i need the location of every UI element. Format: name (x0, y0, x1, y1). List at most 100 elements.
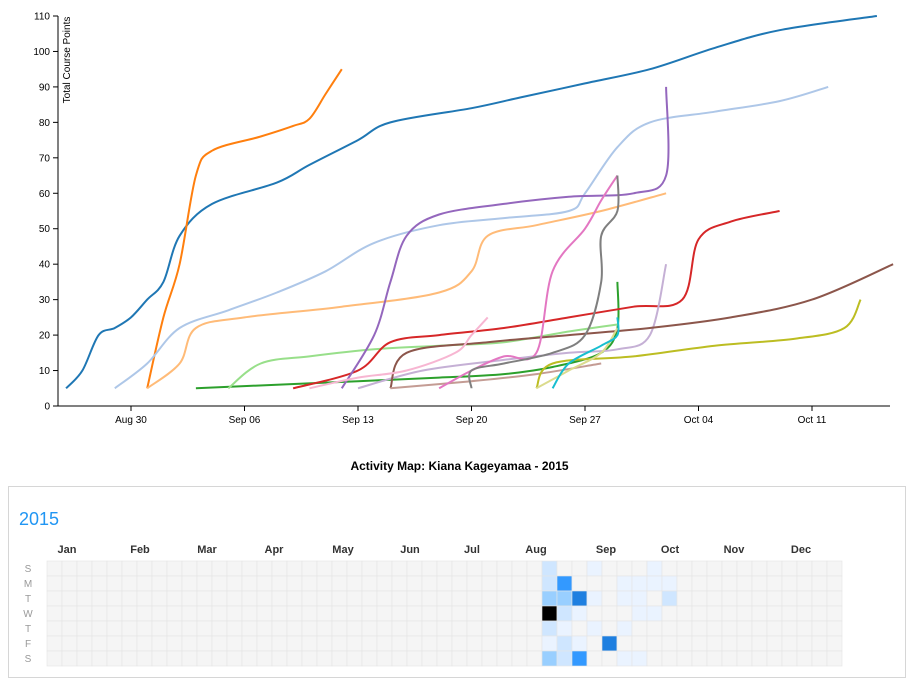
day-cell[interactable] (601, 620, 618, 637)
day-cell[interactable] (466, 620, 483, 637)
day-cell[interactable] (301, 650, 318, 667)
day-cell[interactable] (466, 650, 483, 667)
day-cell[interactable] (661, 590, 678, 607)
day-cell[interactable] (391, 605, 408, 622)
day-cell[interactable] (556, 650, 573, 667)
day-cell[interactable] (796, 650, 813, 667)
day-cell[interactable] (121, 560, 138, 577)
day-cell[interactable] (616, 605, 633, 622)
day-cell[interactable] (106, 560, 123, 577)
day-cell[interactable] (601, 560, 618, 577)
day-cell[interactable] (571, 560, 588, 577)
day-cell[interactable] (511, 620, 528, 637)
day-cell[interactable] (571, 590, 588, 607)
day-cell[interactable] (586, 650, 603, 667)
day-cell[interactable] (496, 605, 513, 622)
day-cell[interactable] (106, 575, 123, 592)
day-cell[interactable] (826, 620, 843, 637)
day-cell[interactable] (361, 575, 378, 592)
day-cell[interactable] (301, 560, 318, 577)
day-cell[interactable] (46, 590, 63, 607)
day-cell[interactable] (421, 575, 438, 592)
day-cell[interactable] (511, 575, 528, 592)
day-cell[interactable] (91, 560, 108, 577)
day-cell[interactable] (421, 650, 438, 667)
day-cell[interactable] (616, 650, 633, 667)
day-cell[interactable] (196, 590, 213, 607)
day-cell[interactable] (61, 575, 78, 592)
day-cell[interactable] (151, 575, 168, 592)
day-cell[interactable] (211, 635, 228, 652)
day-cell[interactable] (691, 590, 708, 607)
day-cell[interactable] (631, 650, 648, 667)
day-cell[interactable] (481, 590, 498, 607)
day-cell[interactable] (676, 560, 693, 577)
day-cell[interactable] (166, 635, 183, 652)
day-cell[interactable] (766, 620, 783, 637)
day-cell[interactable] (301, 575, 318, 592)
day-cell[interactable] (271, 590, 288, 607)
day-cell[interactable] (406, 650, 423, 667)
day-cell[interactable] (256, 575, 273, 592)
day-cell[interactable] (496, 635, 513, 652)
day-cell[interactable] (136, 575, 153, 592)
day-cell[interactable] (661, 560, 678, 577)
day-cell[interactable] (751, 605, 768, 622)
day-cell[interactable] (526, 635, 543, 652)
day-cell[interactable] (646, 590, 663, 607)
day-cell[interactable] (451, 650, 468, 667)
day-cell[interactable] (526, 620, 543, 637)
day-cell[interactable] (526, 590, 543, 607)
day-cell[interactable] (121, 620, 138, 637)
day-cell[interactable] (151, 650, 168, 667)
day-cell[interactable] (421, 620, 438, 637)
day-cell[interactable] (211, 650, 228, 667)
day-cell[interactable] (721, 635, 738, 652)
day-cell[interactable] (166, 620, 183, 637)
day-cell[interactable] (151, 605, 168, 622)
day-cell[interactable] (646, 620, 663, 637)
day-cell[interactable] (556, 605, 573, 622)
day-cell[interactable] (691, 635, 708, 652)
day-cell[interactable] (226, 635, 243, 652)
day-cell[interactable] (541, 620, 558, 637)
day-cell[interactable] (181, 635, 198, 652)
day-cell[interactable] (766, 560, 783, 577)
day-cell[interactable] (811, 620, 828, 637)
day-cell[interactable] (556, 575, 573, 592)
day-cell[interactable] (286, 590, 303, 607)
day-cell[interactable] (226, 605, 243, 622)
day-cell[interactable] (151, 590, 168, 607)
day-cell[interactable] (811, 560, 828, 577)
day-cell[interactable] (226, 650, 243, 667)
day-cell[interactable] (766, 590, 783, 607)
day-cell[interactable] (61, 590, 78, 607)
day-cell[interactable] (556, 590, 573, 607)
day-cell[interactable] (376, 560, 393, 577)
day-cell[interactable] (526, 605, 543, 622)
day-cell[interactable] (136, 635, 153, 652)
day-cell[interactable] (811, 650, 828, 667)
day-cell[interactable] (541, 650, 558, 667)
day-cell[interactable] (406, 575, 423, 592)
day-cell[interactable] (91, 605, 108, 622)
day-cell[interactable] (661, 605, 678, 622)
day-cell[interactable] (451, 575, 468, 592)
day-cell[interactable] (421, 560, 438, 577)
day-cell[interactable] (376, 650, 393, 667)
day-cell[interactable] (391, 635, 408, 652)
day-cell[interactable] (166, 575, 183, 592)
day-cell[interactable] (796, 575, 813, 592)
day-cell[interactable] (121, 650, 138, 667)
day-cell[interactable] (646, 650, 663, 667)
day-cell[interactable] (496, 620, 513, 637)
day-cell[interactable] (61, 650, 78, 667)
day-cell[interactable] (436, 650, 453, 667)
day-cell[interactable] (466, 635, 483, 652)
day-cell[interactable] (796, 590, 813, 607)
day-cell[interactable] (406, 620, 423, 637)
day-cell[interactable] (211, 560, 228, 577)
day-cell[interactable] (496, 575, 513, 592)
day-cell[interactable] (646, 575, 663, 592)
day-cell[interactable] (196, 650, 213, 667)
